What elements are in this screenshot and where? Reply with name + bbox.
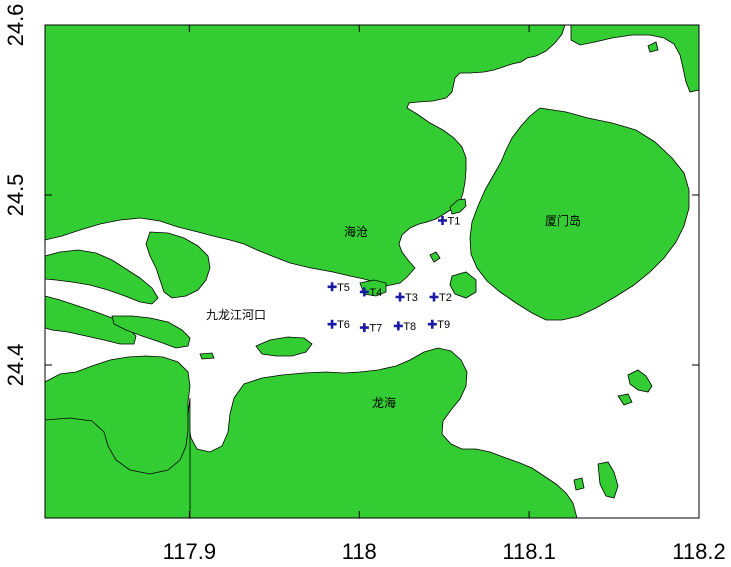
x-tick-label: 118.2	[672, 539, 725, 564]
land-islet-small-2	[449, 271, 477, 299]
land-delta-island-2	[145, 231, 211, 299]
station-markers: T1 T2 T3 T4 T5 T6 T7 T8 T9	[327, 216, 460, 335]
place-label: 九龙江河口	[206, 308, 266, 322]
station-label: T8	[403, 321, 416, 333]
land-xiamen-island	[469, 107, 690, 321]
cross-marker-icon	[327, 282, 337, 292]
land-islet-central	[255, 336, 313, 357]
station-t8: T8	[393, 321, 416, 333]
x-tick-label: 118.1	[502, 539, 555, 564]
station-t5: T5	[327, 282, 350, 294]
land-layer	[45, 25, 699, 518]
x-tick-label: 118	[342, 539, 377, 564]
x-tick-label: 117.9	[163, 539, 216, 564]
cross-marker-icon	[427, 319, 437, 329]
cross-marker-icon	[327, 319, 337, 329]
land-lower-delta	[45, 397, 191, 518]
station-t9: T9	[427, 319, 450, 331]
station-t7: T7	[359, 323, 382, 335]
cross-marker-icon	[359, 323, 369, 333]
station-t6: T6	[327, 319, 350, 331]
station-label: T4	[369, 287, 382, 299]
cross-marker-icon	[429, 292, 439, 302]
cross-marker-icon	[395, 292, 405, 302]
cross-marker-icon	[437, 216, 447, 225]
land-delta-island-1	[45, 249, 159, 305]
station-label: T5	[337, 282, 350, 294]
station-label: T7	[369, 323, 382, 335]
land-islet-se-3	[617, 393, 633, 406]
station-t3: T3	[395, 292, 418, 304]
land-delta-island-4	[111, 315, 191, 349]
station-t4: T4	[359, 287, 382, 299]
station-label: T6	[337, 319, 350, 331]
y-tick-label: 24.5	[3, 174, 28, 217]
place-label: 海沧	[344, 224, 368, 239]
station-label: T9	[437, 319, 450, 331]
land-islet-se-5	[573, 477, 585, 491]
station-label: T1	[447, 216, 460, 228]
land-north-east	[570, 25, 699, 93]
station-t1: T1	[437, 216, 460, 228]
station-label: T2	[439, 292, 452, 304]
land-islet-se-4	[647, 41, 659, 53]
place-label: 龙海	[372, 395, 396, 410]
land-delta-island-3	[45, 295, 137, 345]
land-islet-t1	[449, 198, 467, 215]
map-frame	[44, 24, 700, 519]
y-tick-label: 24.6	[3, 4, 28, 47]
place-label: 厦门岛	[545, 213, 581, 228]
land-islet-haicang	[429, 251, 441, 263]
station-label: T3	[405, 292, 418, 304]
land-north-mainland	[45, 25, 566, 287]
axis-ticks: 117.9 118 118.1 118.2 24.6 24.5 24.4	[3, 4, 726, 564]
land-islet-se-1	[627, 369, 653, 393]
land-islet-small-3	[199, 352, 215, 360]
y-tick-label: 24.4	[3, 344, 28, 387]
station-t2: T2	[429, 292, 452, 304]
cross-marker-icon	[359, 287, 369, 297]
cross-marker-icon	[393, 321, 403, 331]
land-islet-se-2	[597, 461, 619, 499]
